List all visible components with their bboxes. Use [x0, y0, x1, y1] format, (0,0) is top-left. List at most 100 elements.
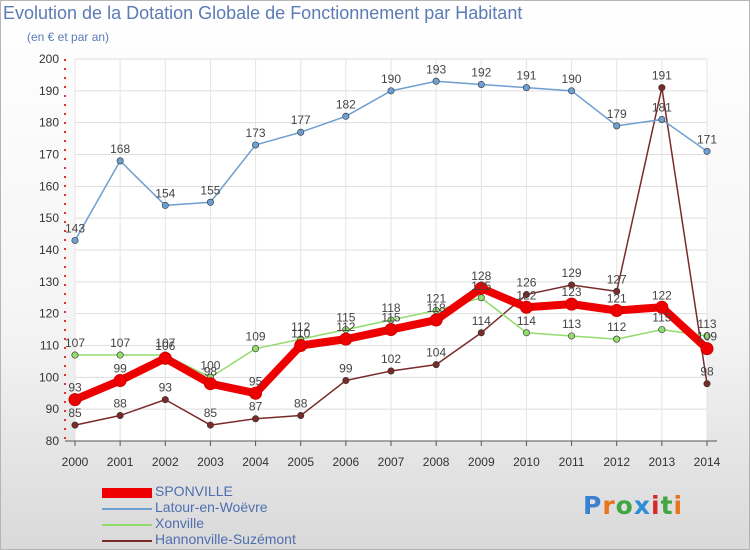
data-label: 154: [155, 186, 175, 200]
data-label: 112: [336, 320, 355, 334]
y-tick-label: 170: [39, 148, 59, 162]
data-point: [384, 323, 398, 337]
data-point: [522, 84, 530, 92]
legend-swatch: [102, 540, 152, 542]
data-label: 102: [381, 352, 401, 366]
data-label: 93: [68, 381, 82, 395]
data-point: [206, 198, 214, 206]
legend-label: Latour-en-Woëvre: [155, 499, 268, 515]
y-tick-label: 190: [39, 84, 59, 98]
data-label: 121: [607, 291, 627, 305]
chart-title: Evolution de la Dotation Globale de Fonc…: [3, 3, 523, 23]
chart-subtitle: (en € et par an): [27, 30, 110, 44]
data-point: [610, 303, 624, 317]
data-point: [432, 77, 440, 85]
x-tick-label: 2004: [242, 455, 269, 469]
data-point: [655, 300, 669, 314]
data-label: 129: [562, 266, 582, 280]
data-label: 127: [607, 272, 627, 286]
proxiti-logo: Proxiti: [583, 491, 684, 520]
data-label: 98: [204, 365, 218, 379]
data-label: 126: [516, 276, 536, 290]
data-label: 171: [697, 132, 717, 146]
data-label: 182: [336, 97, 356, 111]
data-label: 115: [336, 311, 355, 325]
data-label: 106: [155, 339, 175, 353]
data-point: [568, 332, 576, 340]
data-point: [477, 329, 485, 337]
legend-swatch: [102, 508, 152, 510]
data-point: [703, 147, 711, 155]
data-label: 107: [155, 336, 175, 350]
series-sponville: [68, 281, 714, 407]
legend-swatch: [102, 488, 152, 498]
legend-label: Hannonville-Suzémont: [155, 531, 296, 547]
series-latour-en-wo-vre: [71, 77, 711, 244]
data-point: [339, 332, 353, 346]
data-point: [294, 339, 308, 352]
data-label: 122: [516, 288, 536, 302]
legend-swatch: [102, 524, 152, 526]
data-label: 112: [607, 320, 626, 334]
x-tick-label: 2005: [287, 455, 314, 469]
data-label: 88: [294, 397, 308, 411]
data-point: [432, 361, 440, 369]
data-point: [249, 386, 263, 400]
data-point: [387, 367, 395, 375]
y-tick-label: 100: [39, 370, 59, 384]
data-label: 95: [249, 374, 263, 388]
data-label: 88: [113, 397, 127, 411]
x-tick-label: 2006: [333, 455, 360, 469]
data-label: 155: [200, 183, 220, 197]
data-point: [203, 377, 217, 391]
data-point: [161, 396, 169, 404]
data-point: [68, 393, 82, 407]
data-label: 191: [652, 69, 672, 83]
data-point: [252, 415, 260, 423]
data-label: 93: [159, 381, 173, 395]
data-label: 118: [427, 301, 446, 315]
y-tick-label: 130: [39, 275, 59, 289]
x-tick-label: 2011: [559, 455, 585, 469]
data-point: [658, 115, 666, 123]
x-tick-label: 2008: [423, 455, 450, 469]
data-point: [71, 421, 79, 429]
data-label: 121: [426, 291, 446, 305]
x-tick-label: 2014: [694, 455, 721, 469]
data-label: 168: [110, 142, 130, 156]
data-point: [613, 335, 621, 343]
x-tick-label: 2010: [513, 455, 540, 469]
data-label: 104: [426, 346, 446, 360]
data-label: 85: [204, 406, 218, 420]
data-label: 112: [291, 320, 310, 334]
data-label: 110: [291, 327, 310, 341]
y-tick-label: 110: [40, 339, 59, 353]
data-label: 113: [697, 317, 716, 331]
data-point: [703, 380, 711, 388]
data-label: 190: [381, 72, 401, 86]
data-point: [522, 329, 530, 337]
data-label: 85: [68, 406, 82, 420]
series-hannonville-suz-mont: [71, 84, 711, 429]
x-tick-label: 2002: [152, 455, 179, 469]
data-label: 115: [381, 311, 400, 325]
data-point: [429, 313, 443, 327]
y-tick-label: 180: [39, 116, 59, 130]
y-tick-label: 140: [39, 243, 59, 257]
x-tick-label: 2003: [197, 455, 224, 469]
legend-label: SPONVILLE: [155, 483, 233, 499]
data-point: [342, 377, 350, 385]
data-point: [206, 421, 214, 429]
x-tick-label: 2007: [378, 455, 405, 469]
data-label: 173: [246, 126, 266, 140]
data-label: 128: [471, 269, 491, 283]
data-label: 123: [562, 285, 582, 299]
data-label: 100: [200, 358, 220, 372]
data-point: [252, 141, 260, 149]
data-label: 192: [471, 65, 491, 79]
data-point: [116, 157, 124, 165]
data-point: [297, 412, 305, 420]
x-tick-label: 2012: [603, 455, 630, 469]
data-label: 190: [562, 72, 582, 86]
